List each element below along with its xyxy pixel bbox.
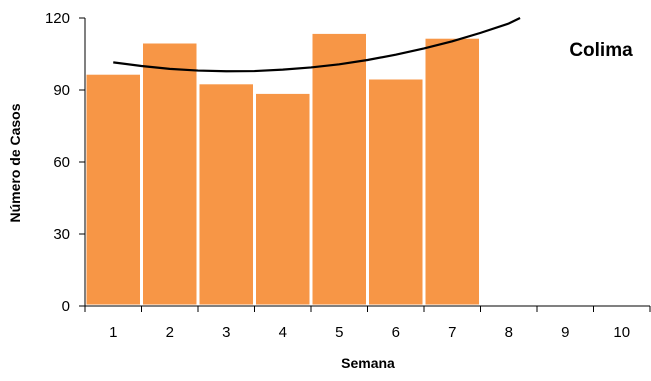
bar-week-5	[309, 30, 369, 308]
x-tick-label-7: 7	[448, 324, 456, 341]
bar-week-2	[140, 40, 200, 308]
x-tick-label-6: 6	[392, 324, 400, 341]
bars-layer	[83, 30, 482, 308]
x-tick-label-1: 1	[109, 324, 117, 341]
bar-week-3	[196, 81, 256, 308]
bar-week-6	[366, 76, 426, 308]
x-axis-ticks: 1 2 3 4 5 6 7 8 9 10	[84, 306, 651, 341]
y-tick-label-60: 60	[53, 154, 70, 171]
x-tick-label-2: 2	[166, 324, 174, 341]
y-tick-label-90: 90	[53, 82, 70, 99]
bar-week-1	[83, 71, 143, 308]
y-tick-label-120: 120	[45, 10, 70, 27]
x-tick-label-9: 9	[561, 324, 569, 341]
x-tick-label-8: 8	[505, 324, 513, 341]
trendline	[113, 17, 521, 73]
x-tick-label-3: 3	[222, 324, 230, 341]
bar-week-4	[253, 90, 313, 308]
y-tick-label-30: 30	[53, 226, 70, 243]
y-axis-ticks: 0 30 60 90 120	[45, 10, 85, 315]
x-tick-label-4: 4	[279, 324, 287, 341]
y-axis-title: Número de Casos	[7, 103, 23, 222]
x-tick-label-5: 5	[335, 324, 343, 341]
x-tick-label-10: 10	[613, 324, 630, 341]
bar-week-7	[422, 35, 482, 308]
y-tick-label-0: 0	[62, 298, 70, 315]
chart-title: Colima	[569, 40, 633, 61]
x-axis-title: Semana	[341, 355, 395, 371]
